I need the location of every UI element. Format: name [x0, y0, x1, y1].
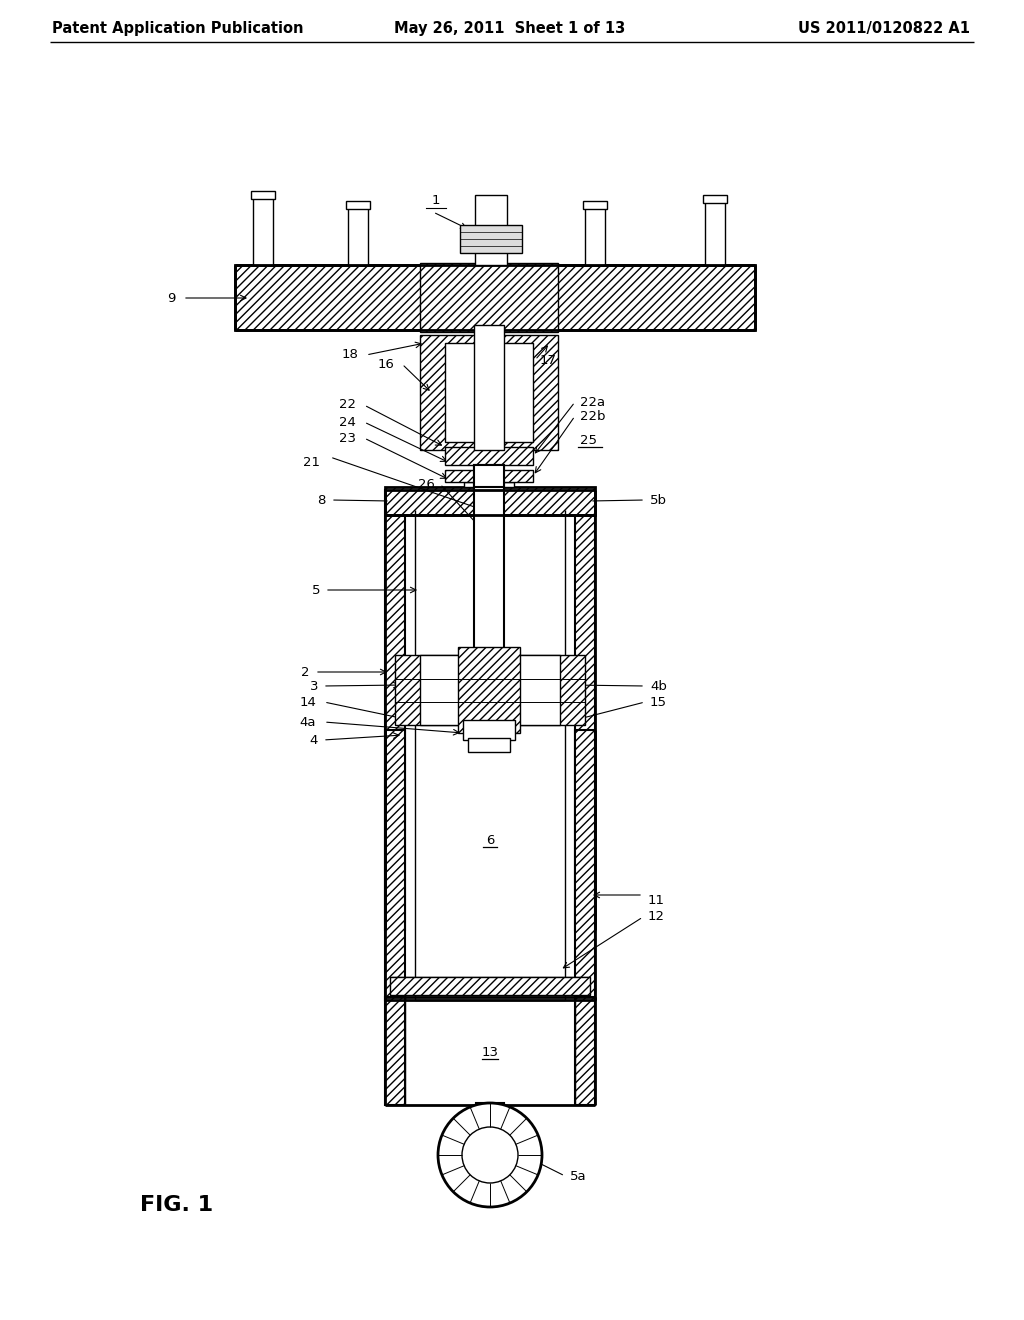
Text: 17: 17 [540, 354, 557, 367]
Text: US 2011/0120822 A1: US 2011/0120822 A1 [798, 21, 970, 36]
Text: 18: 18 [341, 348, 358, 362]
Bar [420, 263, 558, 333]
Text: FIG. 1: FIG. 1 [140, 1195, 213, 1214]
Bar [234, 265, 755, 330]
Text: 14: 14 [299, 696, 316, 709]
Bar [585, 205, 605, 265]
Bar [385, 490, 406, 931]
Bar [395, 655, 585, 725]
Text: 2: 2 [301, 665, 310, 678]
Text: 16: 16 [377, 358, 394, 371]
Text: May 26, 2011  Sheet 1 of 13: May 26, 2011 Sheet 1 of 13 [394, 21, 626, 36]
Bar [385, 487, 595, 515]
Text: 8: 8 [317, 494, 326, 507]
Text: 1: 1 [432, 194, 440, 206]
Bar [385, 997, 406, 1105]
Text: 5b: 5b [650, 494, 667, 507]
Text: 25: 25 [580, 433, 597, 446]
Bar [583, 201, 607, 209]
Text: 24: 24 [339, 416, 356, 429]
Bar [420, 335, 558, 450]
Bar [445, 447, 534, 465]
Bar [420, 655, 560, 725]
Bar [445, 343, 534, 442]
Text: 21: 21 [303, 455, 319, 469]
Bar [474, 465, 504, 487]
Text: 4b: 4b [650, 680, 667, 693]
Bar [458, 647, 520, 733]
Text: 5: 5 [311, 583, 319, 597]
Text: 11: 11 [648, 894, 665, 907]
Text: 5a: 5a [570, 1170, 587, 1183]
Text: 13: 13 [481, 1045, 499, 1059]
Bar [464, 482, 514, 487]
Bar [474, 265, 504, 330]
Bar [575, 490, 595, 931]
Bar [705, 199, 725, 265]
Bar [348, 205, 368, 265]
Text: 22b: 22b [580, 409, 605, 422]
Text: 12: 12 [648, 911, 665, 924]
Bar [575, 730, 595, 1001]
Bar [385, 730, 406, 1001]
Text: 26: 26 [418, 478, 435, 491]
Text: 22a: 22a [580, 396, 605, 408]
Text: 3: 3 [309, 680, 318, 693]
Text: 4: 4 [309, 734, 318, 747]
Bar [346, 201, 370, 209]
Bar [468, 738, 510, 752]
Bar [445, 470, 534, 482]
Bar [575, 997, 595, 1105]
Bar [474, 325, 504, 450]
Bar [703, 195, 727, 203]
Bar [475, 195, 507, 265]
Circle shape [438, 1104, 542, 1206]
Bar [253, 195, 273, 265]
Text: Patent Application Publication: Patent Application Publication [52, 21, 303, 36]
Text: 23: 23 [339, 432, 356, 445]
Bar [390, 977, 590, 995]
Text: 7: 7 [485, 603, 495, 616]
Bar [463, 719, 515, 741]
Text: 15: 15 [650, 696, 667, 709]
Text: 6: 6 [485, 833, 495, 846]
Text: 9: 9 [167, 292, 175, 305]
Bar [460, 224, 522, 253]
Text: 4a: 4a [299, 715, 316, 729]
Bar [474, 465, 504, 730]
Bar [251, 191, 275, 199]
Text: 22: 22 [339, 399, 356, 412]
Bar [476, 1104, 504, 1135]
